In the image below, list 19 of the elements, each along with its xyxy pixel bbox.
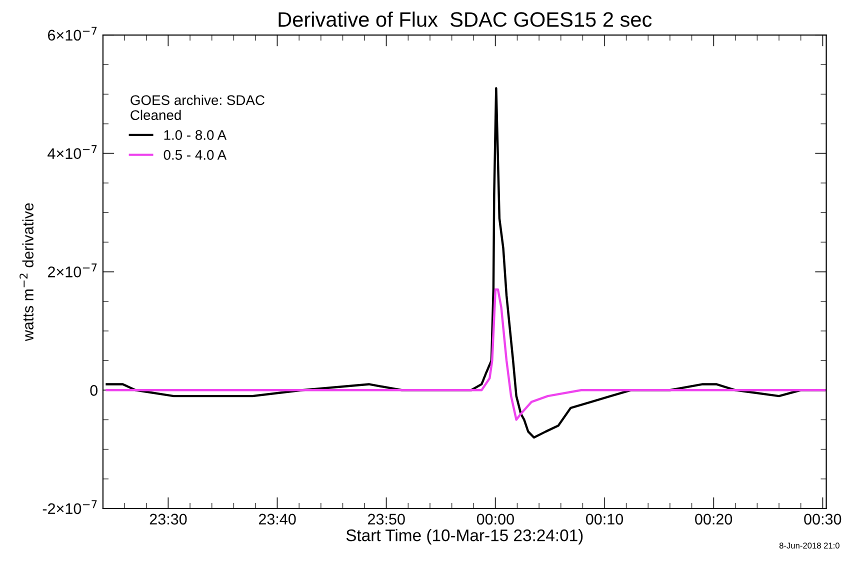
y-tick-label: 0: [90, 385, 98, 396]
y-tick-label: 4×10$^{−7}$: [48, 145, 97, 159]
x-tick-label: 00:20: [695, 514, 732, 525]
x-tick-label: 23:50: [368, 514, 405, 525]
x-tick-label: 23:30: [150, 514, 187, 525]
x-tick-label: 00:00: [476, 514, 514, 525]
y-tick-label: 2×10$^{−7}$: [48, 264, 97, 278]
y-axis-title: watts m$^{−2}$ derivative: [20, 203, 34, 342]
y-tick-label: 6×10$^{−7}$: [48, 26, 97, 41]
x-tick-label: 23:40: [258, 514, 296, 525]
legend-title: GOES archive: SDAC Cleaned: [130, 94, 264, 120]
text: 8-Jun-2018 21:0: [779, 542, 840, 549]
legend-label: 0.5 - 4.0 A: [164, 150, 227, 160]
y-tick-label: -2×10$^{−7}$: [42, 500, 97, 514]
chart-title: Derivative of Flux SDAC GOES15 2 sec: [278, 12, 652, 27]
x-tick-label: 00:10: [586, 514, 624, 525]
x-axis-title: Start Time (10-Mar-15 23:24:01): [346, 528, 583, 545]
x-tick-label: 00:30: [804, 514, 842, 525]
legend-label: 1.0 - 8.0 A: [164, 130, 227, 140]
